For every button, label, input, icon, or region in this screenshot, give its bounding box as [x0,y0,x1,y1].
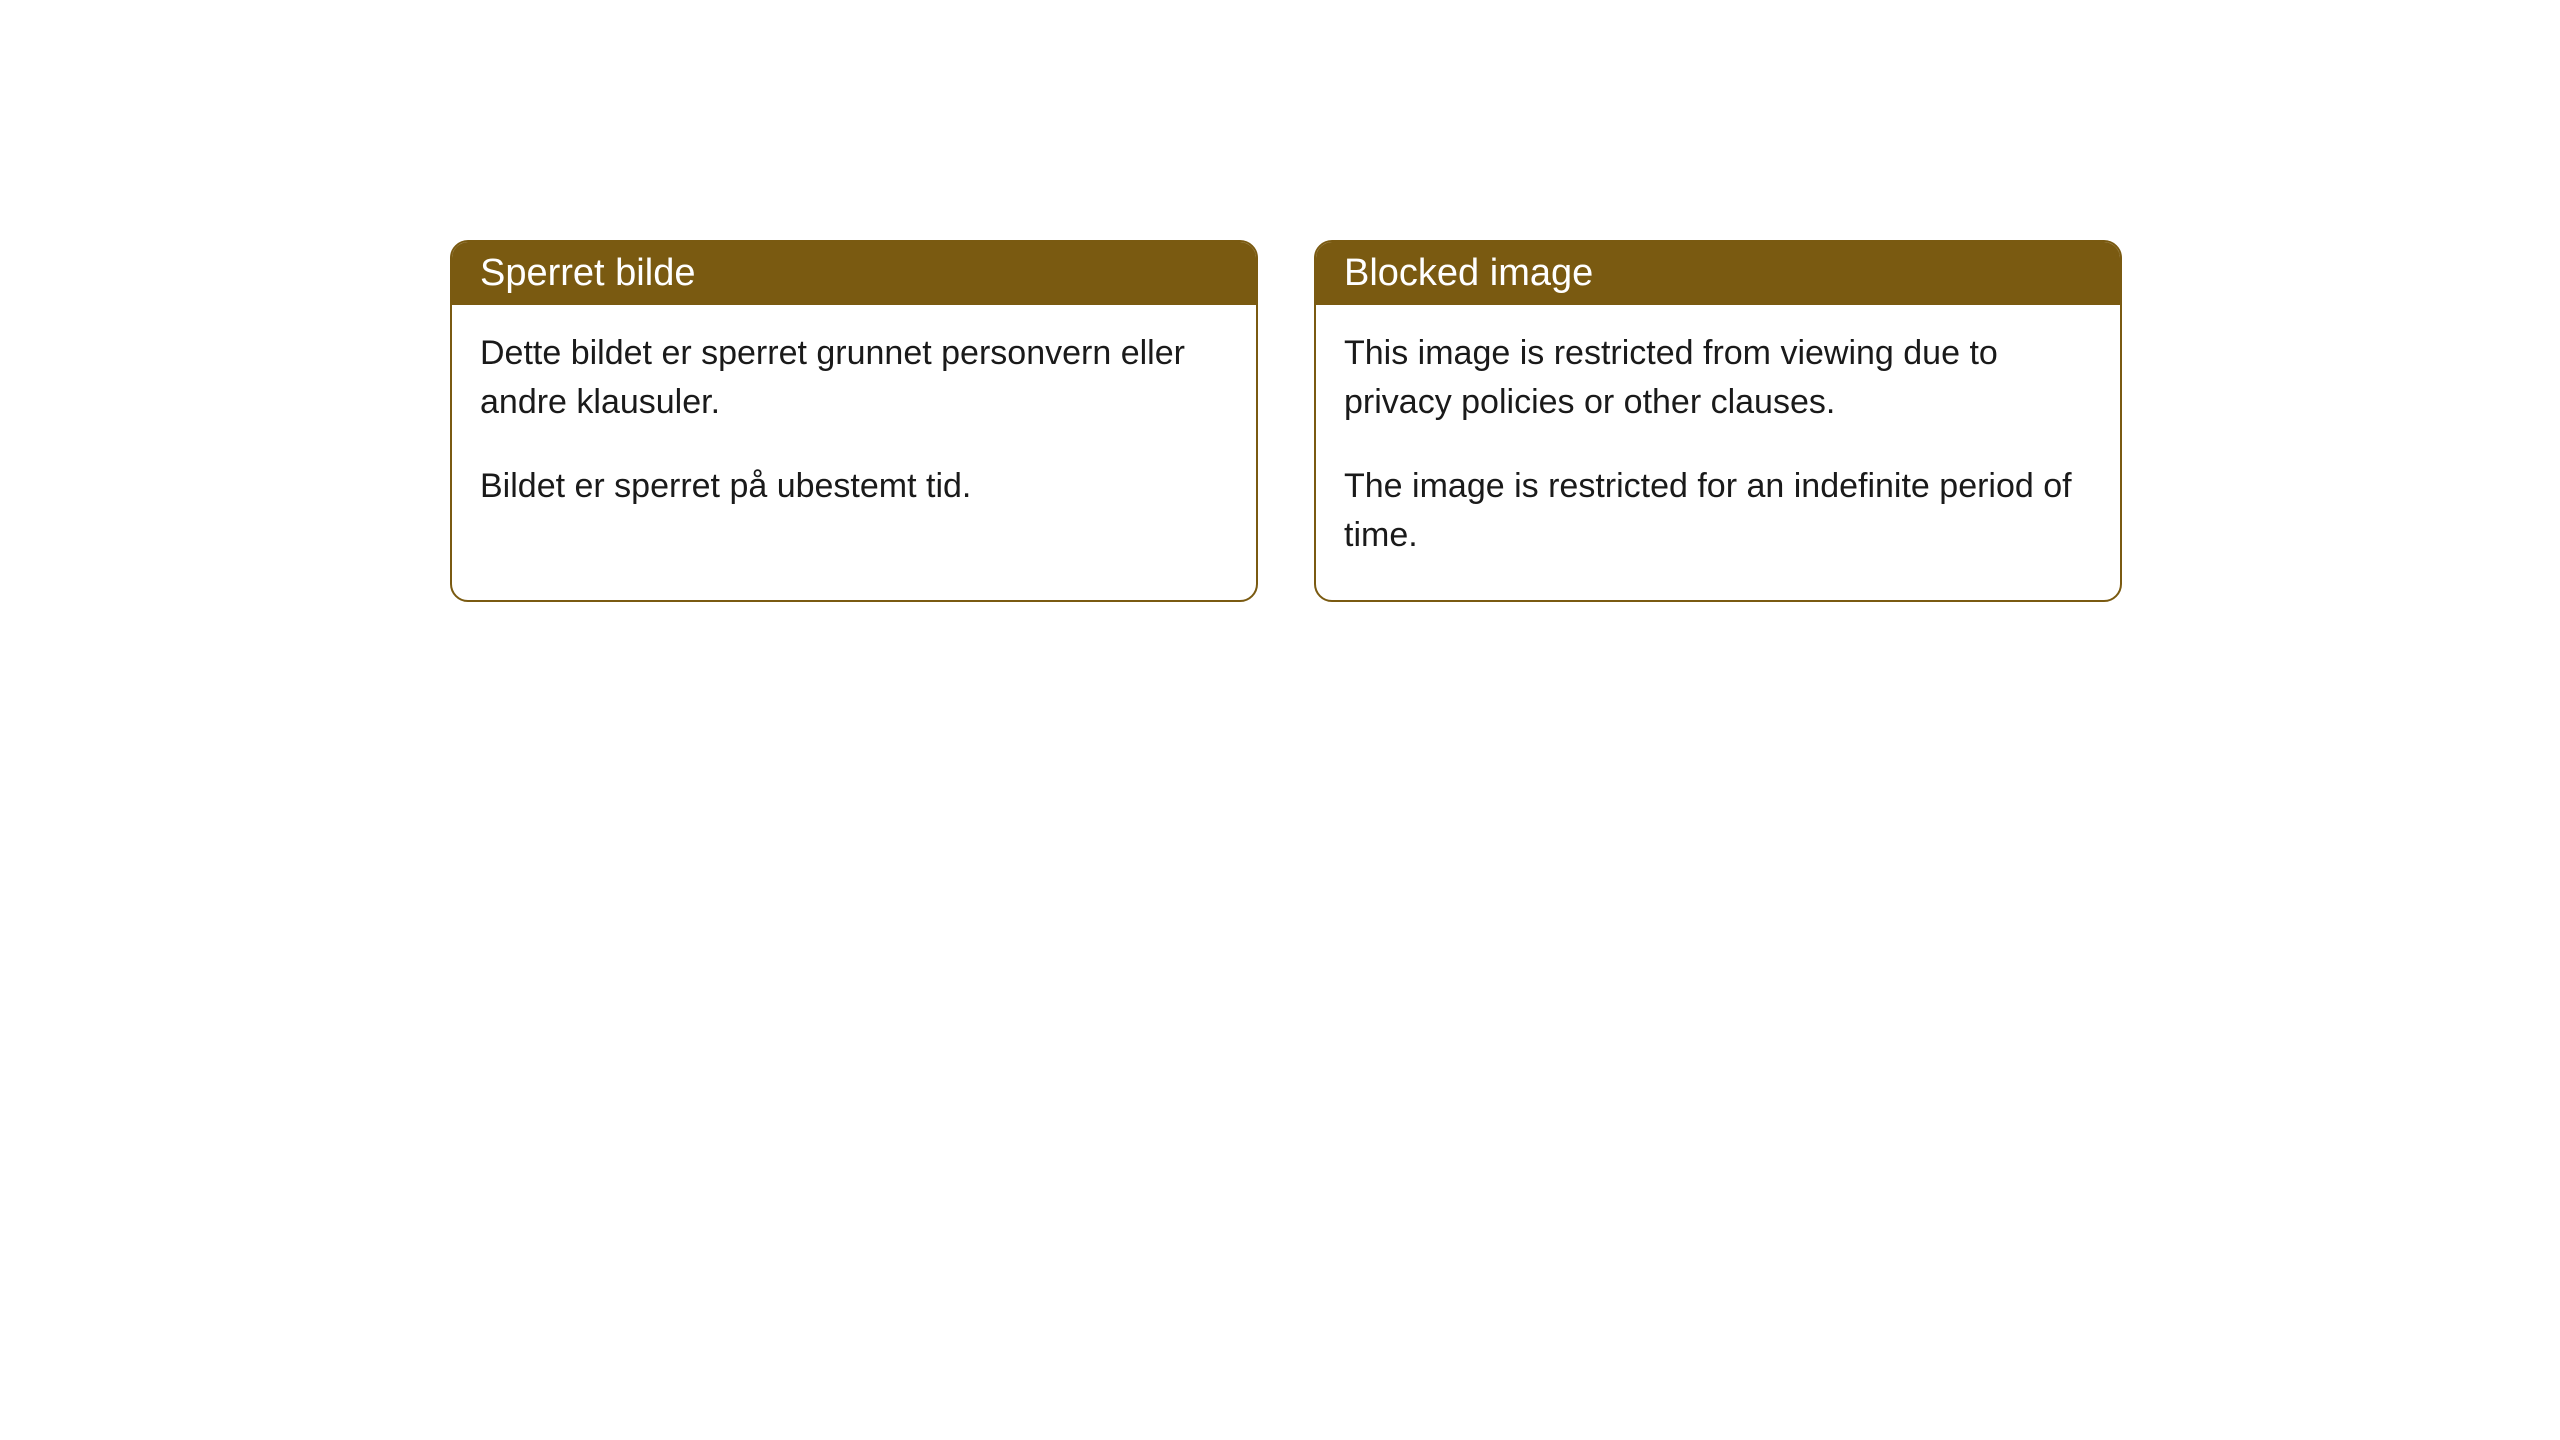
card-text-no-2: Bildet er sperret på ubestemt tid. [480,462,1228,511]
card-title-en: Blocked image [1344,252,1593,294]
card-text-en-1: This image is restricted from viewing du… [1344,329,2092,428]
notice-cards-container: Sperret bilde Dette bildet er sperret gr… [450,240,2122,602]
card-text-en-2: The image is restricted for an indefinit… [1344,462,2092,561]
card-body-en: This image is restricted from viewing du… [1316,305,2120,600]
blocked-image-card-no: Sperret bilde Dette bildet er sperret gr… [450,240,1258,602]
card-text-no-1: Dette bildet er sperret grunnet personve… [480,329,1228,428]
card-header-en: Blocked image [1316,242,2120,305]
card-title-no: Sperret bilde [480,252,695,294]
card-header-no: Sperret bilde [452,242,1256,305]
blocked-image-card-en: Blocked image This image is restricted f… [1314,240,2122,602]
card-body-no: Dette bildet er sperret grunnet personve… [452,305,1256,551]
